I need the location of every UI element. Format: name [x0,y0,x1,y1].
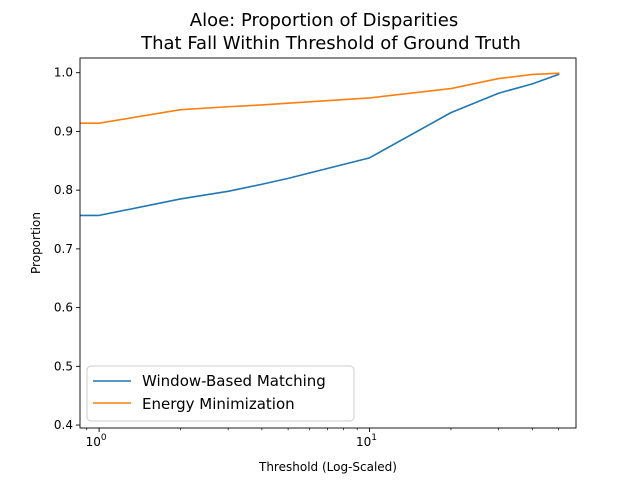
y-tick-label: 0.8 [54,183,73,197]
legend-label-window-based-matching: Window-Based Matching [142,372,326,390]
y-tick-label: 0.4 [54,418,73,432]
y-tick-label: 0.9 [54,124,73,138]
y-tick-label: 0.7 [54,242,73,256]
y-tick-label: 1.0 [54,66,73,80]
x-tick-label: 101 [356,433,377,449]
y-tick-label: 0.6 [54,301,73,315]
series-line-energy-minimization [80,72,560,124]
series-line-window-based-matching [80,73,560,217]
chart-title-line-2: That Fall Within Threshold of Ground Tru… [140,33,521,54]
x-tick-label: 100 [86,433,107,449]
series-layer [80,72,560,217]
legend-label-energy-minimization: Energy Minimization [142,395,295,413]
y-axis-label: Proportion [29,212,43,274]
legend-frame [86,365,355,422]
axes-layer [79,57,577,429]
chart-title-line-1: Aloe: Proportion of Disparities [190,10,458,31]
legend: Window-Based Matching Energy Minimizatio… [86,365,355,422]
ticks-layer: 0.4 0.5 0.6 0.7 0.8 0.9 1.0 100 101 [54,66,559,449]
y-tick-label: 0.5 [54,359,73,373]
plot-frame [79,57,577,429]
x-axis-label: Threshold (Log-Scaled) [258,460,397,474]
